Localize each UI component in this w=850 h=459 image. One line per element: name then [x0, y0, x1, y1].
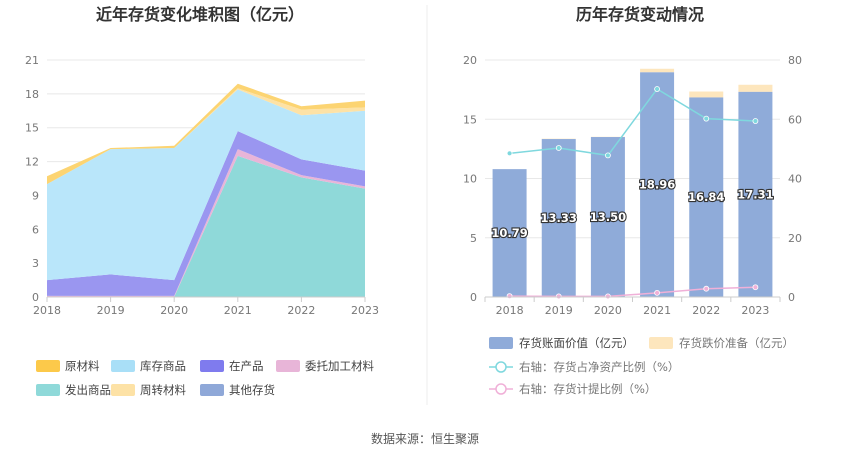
left-chart-areas	[47, 83, 365, 297]
bar-provision	[640, 68, 675, 73]
area-series	[47, 155, 365, 297]
left-chart-axes: 0 3 6 9 12 15 18 21 2018 2019 2020 2021 2022 2023	[25, 54, 379, 317]
right-x-tick-label: 2018	[496, 304, 524, 317]
area-series	[47, 149, 365, 297]
bar-book-value	[590, 137, 625, 297]
line-point	[555, 145, 562, 151]
legend-line-marker	[495, 361, 507, 373]
left-x-tick-label: 2021	[224, 304, 252, 317]
bar-value-label: 13.50	[590, 210, 626, 224]
line-series	[509, 286, 756, 298]
area-series	[47, 89, 365, 281]
right-y2-tick-label: 0	[788, 291, 795, 304]
right-chart-axes: 0 5 10 15 20 0 20 40 60 80 2018 2019 2020 2021 2022 202…	[463, 54, 802, 317]
right-chart-legend: 存货账面价值（亿元） 存货跌价准备（亿元）右轴：存货占净资产比例（%） 右轴：存货计…	[489, 336, 794, 396]
right-x-tick-label: 2021	[643, 304, 671, 317]
right-chart-bars: 10.79 13.33 13.50 18.96 16.84 17.31	[490, 68, 775, 298]
legend-label: 其他存货	[229, 383, 275, 397]
bar-book-value	[689, 97, 724, 297]
right-chart-title: 历年存货变动情况	[576, 5, 704, 24]
bar-book-value	[640, 72, 675, 297]
data-source-note: 数据来源：恒生聚源	[371, 431, 479, 446]
right-y-tick-label: 20	[463, 54, 477, 67]
line-point	[654, 86, 660, 92]
legend-swatch	[649, 337, 673, 349]
left-y-tick-label: 6	[32, 223, 39, 236]
left-y-tick-label: 0	[32, 291, 39, 304]
line-point	[605, 152, 611, 159]
bar-value-label: 16.84	[688, 190, 724, 204]
left-x-tick-label: 2018	[33, 304, 61, 317]
left-y-tick-label: 9	[32, 189, 39, 202]
line-point	[605, 293, 611, 300]
right-x-tick-label: 2023	[741, 304, 769, 317]
right-y-tick-label: 10	[463, 173, 477, 186]
legend-swatch	[36, 384, 60, 396]
legend-swatch	[36, 360, 60, 372]
left-chart-title: 近年存货变化堆积图（亿元）	[96, 5, 304, 24]
bar-value-label: 17.31	[737, 187, 773, 201]
bar-book-value	[738, 91, 773, 298]
left-y-tick-label: 12	[25, 156, 39, 169]
legend-swatch	[489, 337, 513, 349]
bar-value-label: 10.79	[491, 226, 527, 240]
legend-label: 原材料	[65, 359, 100, 373]
legend-label: 存货账面价值（亿元）	[519, 336, 634, 350]
right-x-tick-label: 2022	[692, 304, 720, 317]
legend-label: 右轴：存货计提比例（%）	[519, 382, 656, 396]
line-point	[752, 118, 759, 124]
legend-swatch	[111, 384, 135, 396]
right-y2-tick-label: 20	[788, 232, 802, 245]
bar-provision	[738, 84, 773, 92]
line-point	[506, 150, 513, 157]
bar-book-value	[541, 139, 576, 297]
line-point	[752, 284, 759, 291]
legend-label: 右轴：存货占净资产比例（%）	[519, 360, 679, 374]
line-point	[555, 293, 562, 300]
left-y-tick-label: 15	[25, 122, 39, 135]
left-x-tick-label: 2020	[160, 304, 188, 317]
bar-book-value	[492, 169, 527, 297]
legend-label: 发出商品	[65, 383, 111, 397]
legend-swatch	[200, 384, 224, 396]
left-x-tick-label: 2019	[97, 304, 125, 317]
line-point	[506, 293, 513, 300]
right-chart-lines	[506, 86, 759, 300]
left-y-tick-label: 21	[25, 54, 39, 67]
legend-swatch	[111, 360, 135, 372]
legend-swatch	[276, 360, 300, 372]
legend-label: 存货跌价准备（亿元）	[679, 336, 794, 350]
line-point	[703, 285, 710, 292]
legend-line-marker	[495, 383, 507, 395]
line-point	[654, 289, 660, 296]
right-y2-tick-label: 60	[788, 113, 802, 126]
right-y-tick-label: 5	[470, 232, 477, 245]
left-y-tick-label: 3	[32, 257, 39, 270]
right-y2-tick-label: 40	[788, 173, 802, 186]
line-point	[703, 115, 710, 122]
right-x-tick-label: 2019	[545, 304, 573, 317]
legend-label: 委托加工材料	[305, 359, 374, 373]
bar-value-label: 13.33	[541, 211, 577, 225]
legend-label: 周转材料	[140, 383, 186, 397]
right-y2-tick-label: 80	[788, 54, 802, 67]
area-series	[47, 131, 365, 296]
right-x-tick-label: 2020	[594, 304, 622, 317]
legend-label: 在产品	[229, 359, 264, 373]
bar-provision	[689, 91, 724, 98]
bar-value-label: 18.96	[639, 178, 675, 192]
legend-swatch	[200, 360, 224, 372]
left-y-tick-label: 18	[25, 88, 39, 101]
left-x-tick-label: 2022	[287, 304, 315, 317]
legend-label: 库存商品	[140, 359, 186, 373]
line-series	[509, 88, 756, 157]
left-x-tick-label: 2023	[351, 304, 379, 317]
right-y-tick-label: 15	[463, 113, 477, 126]
right-chart-grid	[485, 59, 780, 298]
right-y-tick-label: 0	[470, 291, 477, 304]
